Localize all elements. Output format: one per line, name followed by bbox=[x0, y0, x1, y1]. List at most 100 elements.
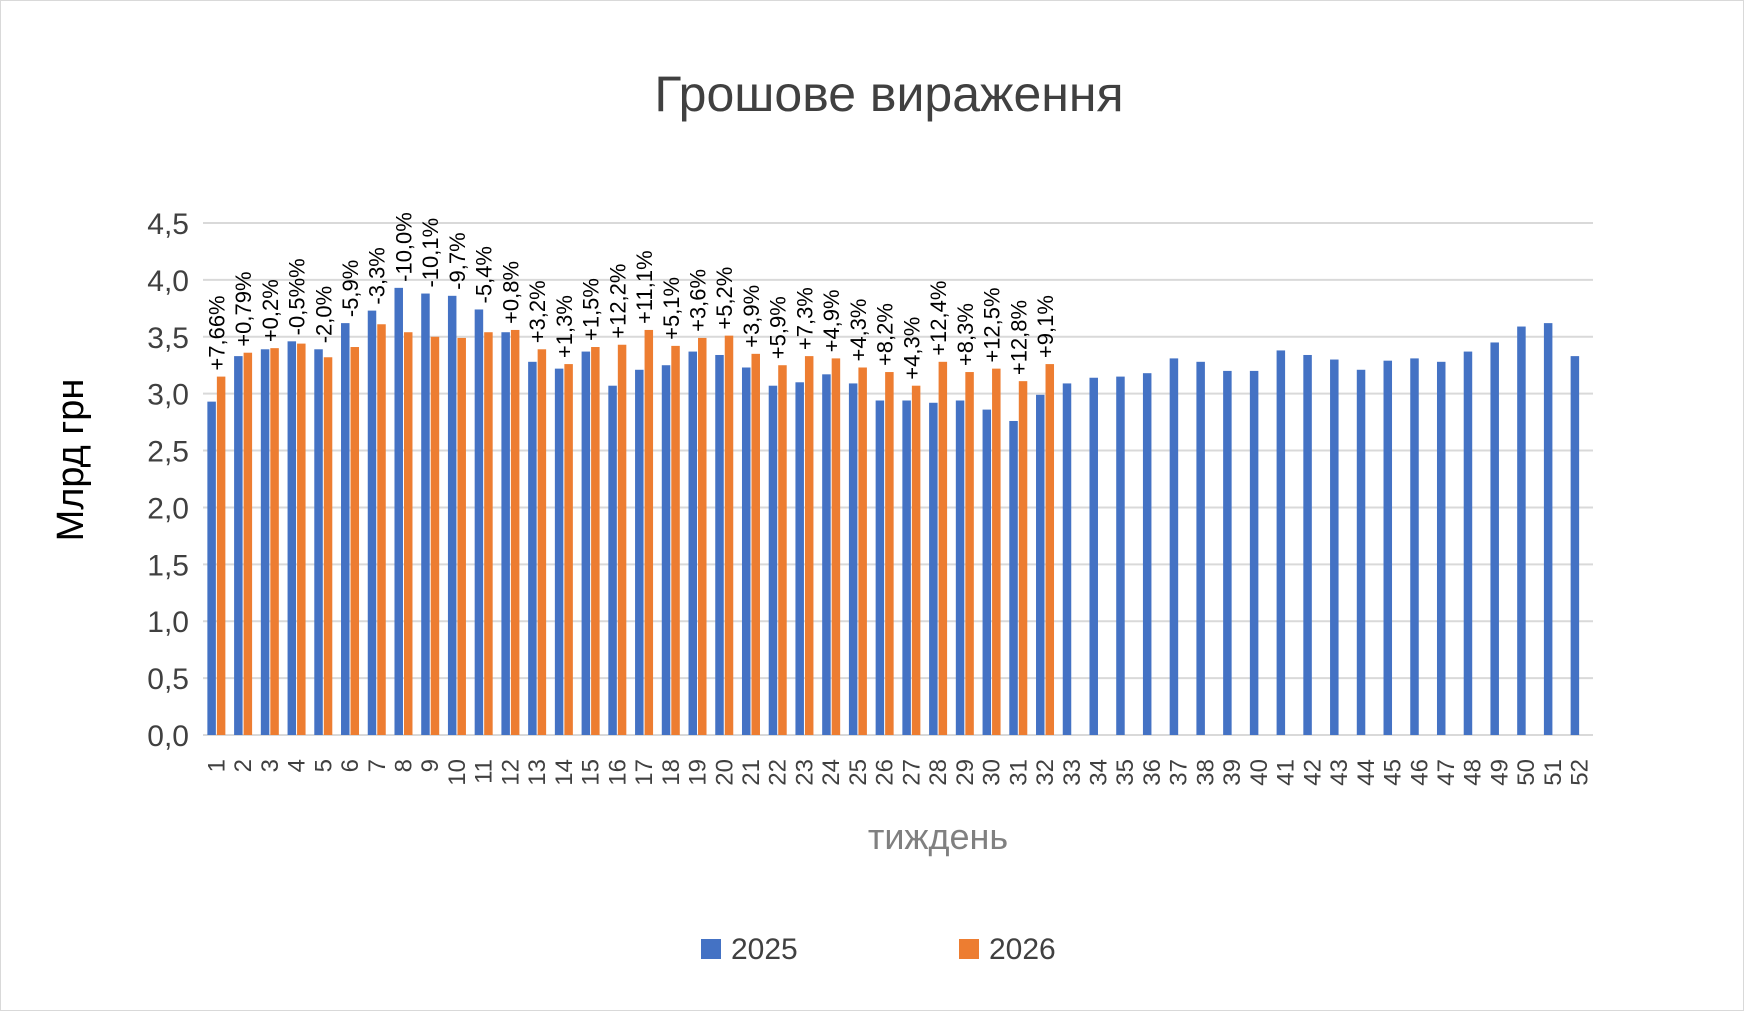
bar-2026-week-20 bbox=[724, 335, 734, 735]
x-tick-label: 33 bbox=[1059, 759, 1086, 786]
data-label-week-6: -5,9% bbox=[338, 260, 363, 317]
bar-2026-week-28 bbox=[938, 361, 948, 735]
data-label-week-2: +0,79% bbox=[231, 271, 256, 346]
bar-2026-week-2 bbox=[243, 352, 253, 735]
x-tick-label: 20 bbox=[711, 759, 738, 786]
y-axis-label: Млрд грн bbox=[50, 379, 92, 542]
x-tick-label: 41 bbox=[1273, 759, 1300, 786]
x-tick-label: 27 bbox=[898, 759, 925, 786]
bar-2026-week-15 bbox=[591, 347, 600, 735]
bar-2025-week-50 bbox=[1517, 326, 1526, 735]
x-tick-label: 37 bbox=[1166, 759, 1193, 786]
x-tick-label: 15 bbox=[578, 759, 605, 786]
x-tick-label: 39 bbox=[1219, 759, 1246, 786]
data-label-week-30: +12,5% bbox=[980, 287, 1005, 362]
bar-2026-week-4 bbox=[297, 343, 306, 735]
x-tick-label: 31 bbox=[1005, 759, 1032, 786]
x-tick-label: 6 bbox=[337, 759, 364, 772]
bar-2025-week-42 bbox=[1303, 354, 1312, 735]
x-tick-label: 34 bbox=[1085, 759, 1112, 786]
y-tick-label: 4,0 bbox=[147, 265, 189, 298]
data-label-week-25: +4,3% bbox=[846, 298, 871, 361]
x-tick-label: 9 bbox=[417, 759, 444, 772]
y-tick-label: 2,5 bbox=[147, 436, 189, 469]
bar-2026-week-1 bbox=[216, 376, 226, 735]
bar-2025-week-35 bbox=[1116, 376, 1125, 735]
data-label-week-3: +0,2% bbox=[258, 279, 283, 342]
x-tick-label: 21 bbox=[738, 759, 765, 786]
bar-2025-week-27 bbox=[902, 400, 911, 735]
bar-2026-week-17 bbox=[644, 329, 654, 735]
x-tick-label: 4 bbox=[284, 759, 311, 772]
x-tick-label: 12 bbox=[497, 759, 524, 786]
bar-2026-week-12 bbox=[510, 329, 520, 735]
bar-2025-week-4 bbox=[287, 341, 297, 735]
bar-2026-week-22 bbox=[778, 365, 787, 735]
data-label-week-22: +5,9% bbox=[766, 296, 791, 359]
x-tick-label: 18 bbox=[658, 759, 685, 786]
data-label-week-31: +12,8% bbox=[1006, 300, 1031, 375]
data-label-week-15: +1,5% bbox=[579, 278, 604, 341]
bar-2026-week-3 bbox=[270, 348, 279, 735]
x-tick-label: 28 bbox=[925, 759, 952, 786]
y-axis-ticks: 0,0 0,5 1,0 1,5 2,0 2,5 3,0 3,5 4,0 4,5 bbox=[147, 208, 189, 753]
bar-2025-week-46 bbox=[1410, 358, 1419, 735]
y-tick-label: 2,0 bbox=[147, 492, 189, 525]
bar-2025-week-22 bbox=[768, 385, 778, 735]
bar-2025-week-38 bbox=[1196, 361, 1205, 735]
data-label-week-11: -5,4% bbox=[472, 246, 497, 303]
bar-2026-week-19 bbox=[698, 337, 707, 735]
x-tick-label: 36 bbox=[1139, 759, 1166, 786]
x-tick-label: 2 bbox=[230, 759, 257, 772]
bar-2026-week-21 bbox=[751, 353, 760, 735]
data-label-week-17: +11,1% bbox=[632, 250, 657, 324]
bar-2025-week-3 bbox=[260, 349, 270, 735]
bar-2025-week-24 bbox=[822, 374, 831, 735]
x-tick-label: 10 bbox=[444, 759, 471, 786]
bar-2026-week-11 bbox=[484, 332, 493, 735]
bar-2025-week-15 bbox=[581, 351, 591, 735]
x-tick-label: 16 bbox=[604, 759, 631, 786]
x-tick-label: 35 bbox=[1112, 759, 1139, 786]
x-tick-label: 43 bbox=[1326, 759, 1353, 786]
legend-label-2025: 2025 bbox=[731, 933, 798, 966]
bar-2025-week-34 bbox=[1089, 377, 1098, 735]
bar-2025-week-12 bbox=[501, 332, 510, 735]
bar-2026-week-5 bbox=[323, 357, 333, 735]
bar-2025-week-5 bbox=[314, 349, 323, 735]
bar-2025-week-28 bbox=[929, 402, 938, 735]
y-tick-label: 0,5 bbox=[147, 663, 189, 696]
x-tick-label: 17 bbox=[631, 759, 658, 786]
data-label-week-23: +7,3% bbox=[792, 287, 817, 350]
x-tick-label: 23 bbox=[791, 759, 818, 786]
data-label-week-14: +1,3% bbox=[552, 295, 577, 358]
legend-swatch-2025 bbox=[701, 939, 721, 959]
x-tick-label: 13 bbox=[524, 759, 551, 786]
x-tick-label: 50 bbox=[1513, 759, 1540, 786]
data-label-week-21: +3,9% bbox=[739, 285, 764, 348]
y-tick-label: 1,5 bbox=[147, 549, 189, 582]
bar-2026-week-29 bbox=[965, 372, 974, 735]
data-label-week-7: -3,3% bbox=[365, 247, 390, 304]
data-label-week-20: +5,2% bbox=[712, 267, 737, 330]
x-tick-label: 51 bbox=[1540, 759, 1567, 786]
bar-2025-week-18 bbox=[661, 365, 671, 735]
bar-2026-week-31 bbox=[1018, 381, 1028, 735]
bar-2026-week-9 bbox=[430, 336, 440, 735]
bar-2025-week-47 bbox=[1436, 361, 1446, 735]
bar-2025-week-19 bbox=[688, 351, 698, 735]
y-tick-label: 3,0 bbox=[147, 379, 189, 412]
bar-2025-week-48 bbox=[1463, 351, 1473, 735]
bar-2025-week-6 bbox=[341, 323, 350, 735]
x-axis-ticks: 1 2 3 4 5 6 7 8 9 10 11 12 13 14 15 16 17 18 19 20 21 22 23 24 2… bbox=[203, 759, 1593, 786]
data-label-week-4: -0,5%% bbox=[285, 258, 310, 335]
data-label-week-10: -9,7% bbox=[445, 232, 470, 289]
bar-2026-week-8 bbox=[403, 332, 413, 735]
bar-2025-week-36 bbox=[1142, 373, 1152, 735]
data-label-week-32: +9,1% bbox=[1033, 295, 1058, 358]
data-label-week-8: -10,0% bbox=[391, 212, 416, 282]
bar-2025-week-41 bbox=[1276, 350, 1286, 735]
x-tick-label: 47 bbox=[1433, 759, 1460, 786]
x-tick-label: 24 bbox=[818, 759, 845, 786]
